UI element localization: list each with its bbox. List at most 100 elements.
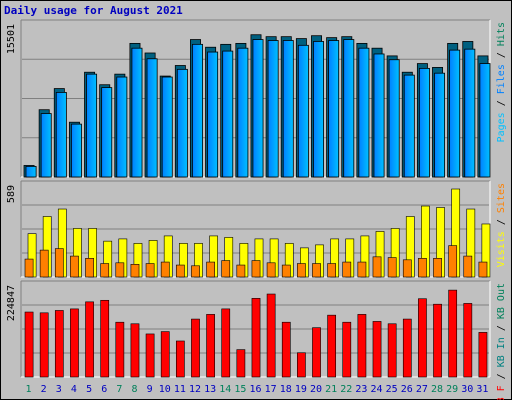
sites-bar [206, 261, 215, 278]
day-label: 12 [189, 384, 201, 395]
day-label: 23 [355, 384, 367, 395]
sites-bar [175, 264, 185, 278]
files-bar [131, 47, 143, 178]
sites-bar [130, 264, 140, 278]
files-bar [449, 49, 461, 178]
files-bar [479, 63, 491, 178]
kbytes-bar [115, 321, 125, 378]
kbytes-bar [327, 314, 337, 378]
kbytes-bar [372, 321, 382, 378]
files-bar [328, 40, 340, 178]
files-bar [464, 48, 476, 178]
kbytes-bar [463, 303, 473, 378]
kbytes-bar [402, 318, 412, 378]
files-bar [373, 53, 385, 178]
legend-item-kb_out: KB Out [496, 283, 507, 319]
files-bar [434, 72, 446, 178]
kbytes-bar [236, 349, 246, 378]
day-label: 18 [280, 384, 292, 395]
kbytes-bar [478, 332, 488, 378]
kbytes-bar [312, 327, 321, 378]
kbytes-bar [387, 323, 397, 378]
day-label: 19 [295, 384, 307, 395]
sites-bar [266, 262, 276, 278]
max-value-label: 589 [6, 185, 17, 203]
day-label: 27 [416, 384, 428, 395]
day-label: 8 [131, 384, 137, 395]
legend-separator: / [496, 94, 507, 112]
day-label: 31 [476, 384, 488, 395]
kbytes-bar [297, 352, 306, 378]
files-bar [252, 39, 264, 178]
sites-bar [70, 255, 79, 278]
day-label: 13 [204, 384, 216, 395]
files-bar [267, 40, 279, 178]
day-label: 21 [325, 384, 337, 395]
day-label: 15 [234, 384, 246, 395]
kbytes-bar [342, 321, 352, 378]
day-label: 26 [401, 384, 413, 395]
sites-bar [24, 258, 34, 278]
day-label: 24 [371, 384, 383, 395]
sites-bar [236, 264, 246, 278]
files-bar [222, 50, 234, 178]
day-label: 29 [446, 384, 458, 395]
sites-bar [100, 263, 110, 278]
sites-bar [54, 248, 64, 278]
legend-labels: Pages / Files / Hits Visits / Sites KB F /… [496, 22, 507, 400]
max-value-label: 15501 [6, 24, 17, 54]
files-bar [25, 166, 37, 178]
legend-item-kb_f: KB F [496, 385, 507, 400]
files-bar [282, 40, 294, 178]
kbytes-bar [448, 289, 458, 378]
kbytes-bar [175, 340, 185, 378]
day-label: 20 [310, 384, 322, 395]
legend-separator: / [496, 367, 507, 385]
files-bar [40, 113, 52, 178]
sites-bar [312, 263, 321, 278]
kbytes-bar [433, 303, 442, 378]
sites-bar [402, 259, 412, 278]
sites-bar [448, 245, 458, 278]
day-label: 28 [431, 384, 443, 395]
legend-item-visits: Visits [496, 231, 507, 267]
day-label: 16 [249, 384, 261, 395]
chart-title: Daily usage for August 2021 [4, 4, 183, 17]
kbytes-bar [221, 308, 231, 378]
files-bar [403, 74, 415, 178]
files-bar [70, 123, 82, 178]
legend-separator: / [496, 319, 507, 337]
legend-separator: / [496, 213, 507, 231]
files-bar [161, 76, 173, 178]
day-label: 1 [26, 384, 32, 395]
sites-bar [418, 258, 427, 278]
max-value-label: 224847 [6, 285, 17, 321]
sites-bar [221, 260, 231, 278]
files-bar [297, 44, 309, 178]
sites-bar [281, 264, 291, 278]
kbytes-bar [191, 318, 200, 378]
sites-bar [372, 256, 382, 278]
sites-bar [463, 255, 473, 278]
day-label: 17 [265, 384, 277, 395]
sites-bar [478, 261, 488, 278]
sites-bar [342, 261, 352, 278]
sites-bar [327, 263, 337, 278]
kbytes-bar [39, 312, 49, 378]
day-label: 25 [386, 384, 398, 395]
day-label: 14 [219, 384, 231, 395]
day-label: 6 [101, 384, 107, 395]
sites-bar [433, 258, 442, 278]
sites-bar [145, 263, 155, 278]
files-bar [313, 41, 324, 178]
files-bar [207, 51, 219, 178]
sites-bar [387, 257, 397, 278]
day-label: 5 [86, 384, 92, 395]
max-value-labels: 15501 589 224847 [6, 24, 17, 321]
day-label: 30 [461, 384, 473, 395]
kbytes-bar [130, 323, 140, 378]
legend-kbytes: KB F / KB In / KB Out [496, 283, 507, 400]
chart-bars [23, 34, 491, 378]
legend-separator: / [496, 46, 507, 64]
